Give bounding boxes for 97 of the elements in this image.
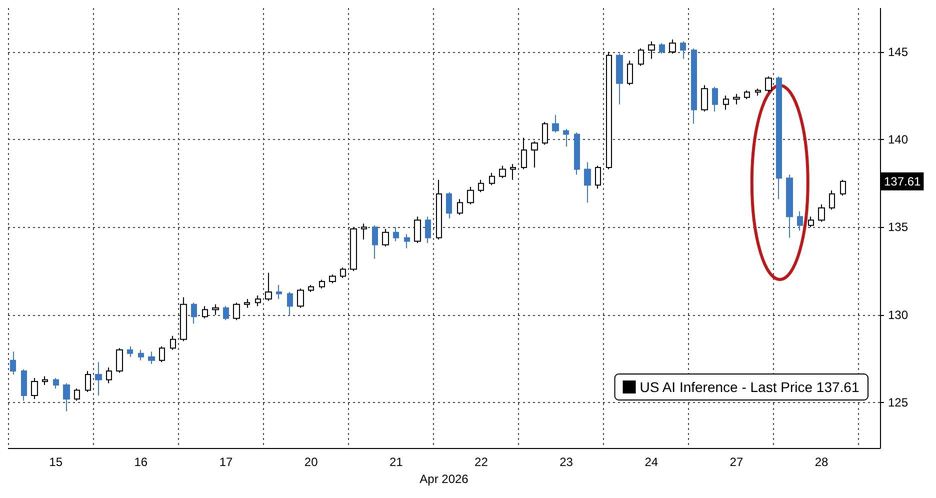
- candlestick: [350, 226, 357, 272]
- candlestick: [595, 165, 601, 190]
- candlestick: [191, 302, 197, 324]
- candlestick: [148, 351, 155, 364]
- candlestick: [489, 172, 495, 186]
- candlestick: [840, 179, 846, 196]
- candlestick: [712, 86, 718, 112]
- candlestick: [244, 298, 250, 308]
- candlestick: [223, 306, 229, 321]
- candlestick: [233, 302, 240, 321]
- candlestick: [616, 53, 623, 105]
- x-tick-label: 20: [304, 455, 318, 470]
- x-tick-label: 28: [814, 455, 829, 470]
- candlestick: [425, 216, 431, 244]
- candlestick: [393, 226, 399, 242]
- x-tick-label: 24: [644, 455, 658, 470]
- candlestick: [42, 376, 48, 386]
- candlestick: [457, 198, 463, 216]
- candlestick: [606, 51, 612, 170]
- x-tick-label: 16: [134, 455, 148, 470]
- x-tick-label: 22: [474, 455, 488, 470]
- candlestick: [808, 216, 814, 228]
- candlestick: [744, 90, 750, 100]
- candlestick: [340, 267, 346, 279]
- x-tick-label: 23: [560, 455, 574, 470]
- candlestick: [521, 137, 527, 170]
- candlestick: [627, 60, 633, 86]
- candlestick: [414, 216, 421, 244]
- candlestick: [436, 179, 442, 240]
- x-axis-title: Apr 2026: [420, 472, 469, 486]
- candlestick: [329, 274, 336, 284]
- candlestick: [95, 362, 102, 396]
- candlestick: [467, 186, 474, 205]
- x-tick-label: 17: [219, 455, 233, 470]
- candlestick: [829, 190, 835, 210]
- y-tick-label: 145: [888, 44, 908, 59]
- x-tick-label: 27: [730, 455, 744, 470]
- candlestick: [180, 296, 187, 342]
- candlestick: [74, 388, 80, 402]
- candlestick: [31, 377, 38, 400]
- candlestick: [723, 95, 729, 110]
- candlestick: [127, 346, 133, 358]
- candlestick: [287, 292, 293, 316]
- candlestick: [159, 346, 165, 363]
- candlestick: [478, 179, 484, 193]
- candlestick: [797, 210, 803, 232]
- candlestick: [584, 162, 591, 204]
- candlestick: [202, 306, 208, 319]
- candlestick: [319, 279, 325, 290]
- y-tick-label: 140: [888, 132, 908, 147]
- candlestick: [776, 76, 782, 200]
- candlestick: [542, 121, 548, 146]
- candlestick: [372, 224, 378, 260]
- legend-label: US AI Inference - Last Price 137.61: [640, 379, 860, 395]
- candlestick: [563, 128, 569, 148]
- candlestick: [297, 288, 304, 308]
- candlestick: [382, 228, 389, 247]
- candlestick: [308, 284, 314, 293]
- candlestick: [701, 84, 708, 112]
- candlestick: [361, 223, 367, 240]
- candlestick: [659, 42, 665, 54]
- candlestick: [648, 40, 655, 60]
- candlestick: [265, 272, 272, 302]
- candlestick: [818, 204, 825, 222]
- y-tick-label: 135: [888, 220, 908, 234]
- annotation: 137.61: [884, 174, 922, 188]
- candlestick: [691, 48, 697, 124]
- candlestick: [21, 368, 27, 402]
- candlestick: [499, 165, 506, 179]
- candlestick: [765, 76, 772, 93]
- candlestick: [786, 174, 793, 238]
- candlestick: [276, 284, 282, 300]
- candlestick: [255, 295, 261, 307]
- candlestick: [638, 48, 644, 66]
- candlestick: [106, 366, 112, 384]
- candlestick: [170, 335, 176, 350]
- candlestick: [138, 349, 144, 361]
- candlestick: [552, 114, 559, 133]
- candlestick: [404, 234, 410, 249]
- candlestick: [669, 39, 676, 54]
- candlestick: [10, 351, 16, 375]
- y-tick-label: 130: [888, 308, 908, 322]
- candlestick: [510, 164, 516, 180]
- candlestick: [53, 377, 59, 389]
- x-tick-label: 21: [389, 455, 404, 470]
- candlestick: [574, 132, 580, 176]
- candlestick: [755, 88, 761, 96]
- candlestick: [733, 93, 740, 105]
- candlestick: [446, 192, 452, 219]
- candlestick: [63, 382, 70, 412]
- candlestick: [85, 370, 91, 392]
- y-tick-label: 125: [888, 396, 908, 410]
- candlestick: [116, 348, 123, 374]
- candlestick: [680, 40, 686, 60]
- candlestick: [531, 140, 538, 168]
- candlestick: [212, 304, 219, 316]
- x-tick-label: 15: [49, 455, 63, 470]
